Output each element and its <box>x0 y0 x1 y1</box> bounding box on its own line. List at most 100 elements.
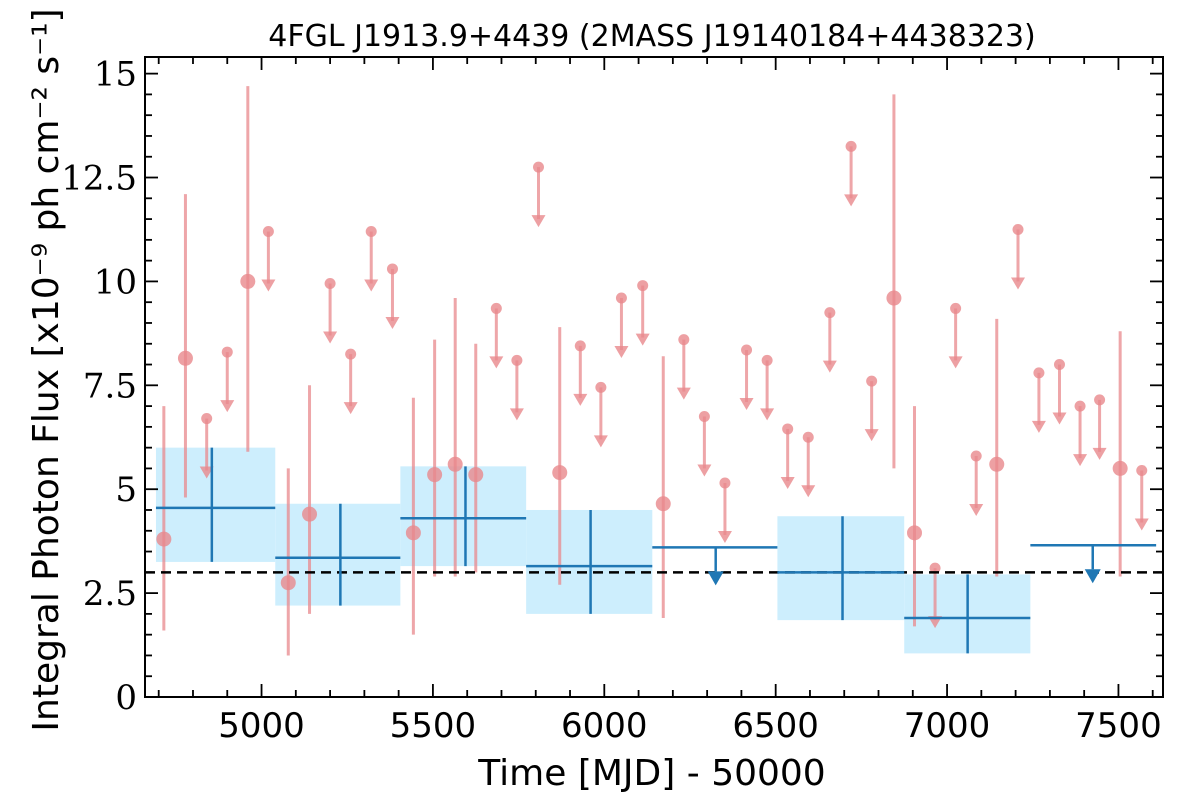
upper-limit-marker <box>719 477 731 489</box>
upper-limit-marker <box>761 354 773 366</box>
upper-limit-arrow <box>969 503 984 516</box>
upper-limit-arrow <box>220 400 235 413</box>
upper-limit-marker <box>365 226 377 238</box>
upper-limit-arrow <box>780 476 795 489</box>
upper-limit-arrow <box>1092 447 1107 460</box>
upper-limit-marker <box>345 348 357 360</box>
chart-title: 4FGL J1913.9+4439 (2MASS J19140184+44383… <box>268 19 1036 54</box>
upper-limit-marker <box>741 344 753 356</box>
upper-limit-arrow <box>489 356 504 369</box>
x-tick-label: 7000 <box>904 706 991 746</box>
upper-limit-marker <box>970 450 982 462</box>
upper-limit-arrow <box>844 194 859 207</box>
long-bin-band <box>400 466 527 567</box>
detection-point <box>405 525 421 541</box>
upper-limit-arrow <box>1073 454 1088 467</box>
upper-limit-arrow <box>822 360 837 373</box>
detection-point <box>177 350 193 366</box>
detection-point <box>906 525 922 541</box>
y-axis-label: Integral Photon Flux [x10⁻⁹ ph cm⁻² s⁻¹] <box>26 8 67 731</box>
long-bin-ul-arrow <box>707 571 724 586</box>
upper-limit-marker <box>1136 465 1148 477</box>
upper-limit-arrow <box>801 485 816 498</box>
upper-limit-arrow <box>697 464 712 477</box>
upper-limit-marker <box>782 423 794 435</box>
plot-frame <box>144 56 1164 698</box>
plot-area <box>145 86 1163 656</box>
upper-limit-marker <box>262 226 274 238</box>
upper-limit-arrow <box>948 356 963 369</box>
upper-limit-arrow <box>199 466 214 479</box>
axes: 0 2.5 5 7.5 10 12.5 15 5000 5500 6000 6500 7000 7500 <box>61 55 1163 746</box>
upper-limit-marker <box>490 302 502 314</box>
upper-limit-arrow <box>1031 420 1046 433</box>
upper-limit-marker <box>1033 367 1045 379</box>
x-axis-label: Time [MJD] - 50000 <box>477 753 825 794</box>
y-tick-label: 7.5 <box>83 366 137 406</box>
upper-limit-arrow <box>593 435 608 448</box>
upper-limit-marker <box>950 302 962 314</box>
upper-limit-marker <box>574 340 586 352</box>
upper-limit-arrow <box>1052 412 1067 425</box>
detection-point <box>427 467 443 483</box>
upper-limit-arrow <box>760 408 775 421</box>
upper-limit-arrow <box>635 333 650 346</box>
upper-limit-arrow <box>614 346 629 359</box>
upper-limit-arrow <box>385 316 400 329</box>
y-tick-label: 12.5 <box>61 159 137 199</box>
detection-point <box>156 531 172 547</box>
detection-point <box>989 456 1005 472</box>
long-bin-band <box>275 503 401 606</box>
upper-limit-marker <box>1094 394 1106 406</box>
long-bin-band <box>155 447 276 562</box>
upper-limit-arrow <box>1011 277 1026 290</box>
upper-limit-arrow <box>717 530 732 543</box>
detection-point <box>302 506 318 522</box>
upper-limit-arrow <box>364 279 379 292</box>
x-tick-label: 5500 <box>390 706 477 746</box>
detection-point <box>886 290 902 306</box>
detection-point <box>240 273 256 289</box>
y-tick-label: 15 <box>94 55 137 95</box>
y-tick-label: 0 <box>115 678 137 718</box>
long-bin-band <box>777 516 905 621</box>
upper-limit-marker <box>595 381 607 393</box>
upper-limit-marker <box>866 375 878 387</box>
upper-limit-arrow <box>343 402 358 415</box>
upper-limit-marker <box>1012 223 1024 235</box>
upper-limit-marker <box>324 277 336 289</box>
detection-point <box>655 496 671 512</box>
upper-limit-marker <box>802 431 814 443</box>
upper-limit-arrow <box>509 408 524 421</box>
long-bin-ul-arrow <box>1084 569 1101 584</box>
upper-limit-arrow <box>1134 518 1149 531</box>
upper-limit-marker <box>511 354 523 366</box>
upper-limit-marker <box>221 346 233 358</box>
upper-limit-marker <box>201 413 213 425</box>
detection-point <box>447 456 463 472</box>
detection-point <box>280 575 296 591</box>
upper-limit-arrow <box>739 397 754 410</box>
x-tick-label: 5000 <box>218 706 305 746</box>
upper-limit-marker <box>824 307 836 319</box>
upper-limit-marker <box>845 140 857 152</box>
upper-limit-marker <box>637 280 649 292</box>
upper-limit-marker <box>698 410 710 422</box>
y-tick-label: 10 <box>94 262 137 302</box>
upper-limit-marker <box>1053 359 1065 371</box>
x-tick-label: 7500 <box>1075 706 1162 746</box>
y-tick-label: 5 <box>115 470 137 510</box>
upper-limit-marker <box>386 263 398 275</box>
x-tick-label: 6500 <box>732 706 819 746</box>
upper-limit-marker <box>1074 400 1086 412</box>
upper-limit-marker <box>532 161 544 173</box>
upper-limit-arrow <box>261 279 276 292</box>
upper-limit-marker <box>615 292 627 304</box>
long-bin-band <box>526 509 653 614</box>
upper-limit-arrow <box>573 393 588 406</box>
upper-limit-arrow <box>531 215 546 228</box>
upper-limit-arrow <box>323 331 338 344</box>
detection-point <box>468 467 484 483</box>
detection-point <box>552 465 568 481</box>
